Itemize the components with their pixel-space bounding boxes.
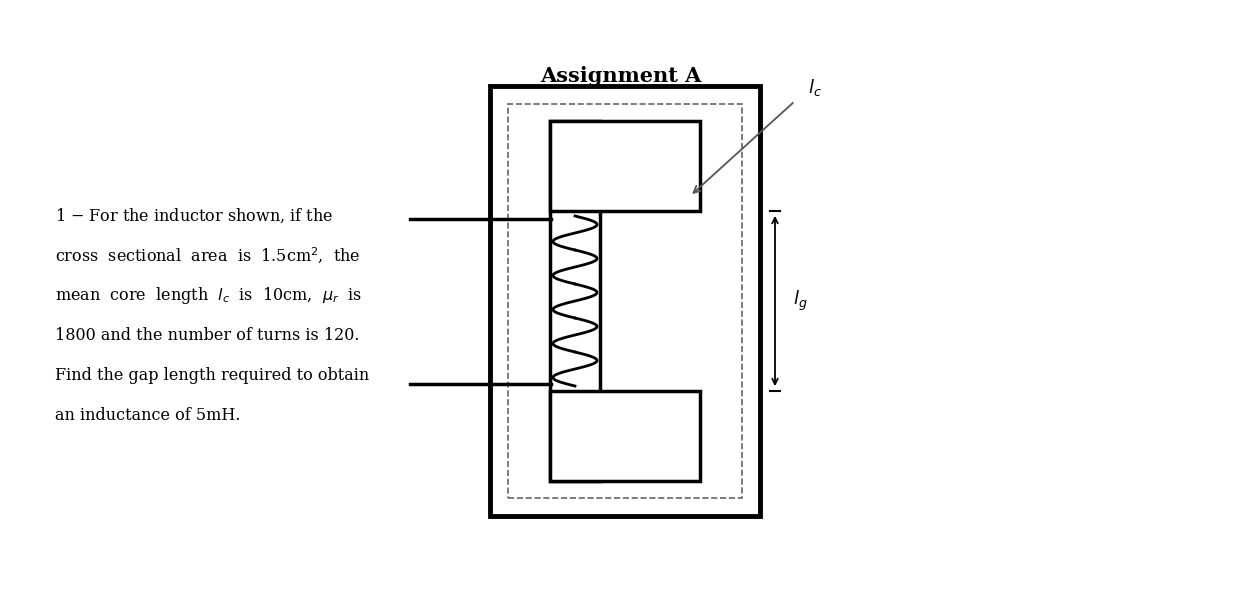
Bar xyxy=(491,86,760,516)
Bar xyxy=(550,121,600,481)
Text: 1800 and the number of turns is 120.: 1800 and the number of turns is 120. xyxy=(55,327,359,344)
Text: 1 $-$ For the inductor shown, if the: 1 $-$ For the inductor shown, if the xyxy=(55,207,333,225)
Bar xyxy=(508,104,741,498)
Text: an inductance of 5mH.: an inductance of 5mH. xyxy=(55,407,241,424)
Text: Assignment A: Assignment A xyxy=(540,66,702,86)
Bar xyxy=(550,391,700,481)
Text: $l_g$: $l_g$ xyxy=(792,289,807,313)
Text: Find the gap length required to obtain: Find the gap length required to obtain xyxy=(55,367,369,384)
Text: $l_c$: $l_c$ xyxy=(809,78,822,99)
Bar xyxy=(550,121,700,211)
Text: mean  core  length  $l_c$  is  10cm,  $\mu_r$  is: mean core length $l_c$ is 10cm, $\mu_r$ … xyxy=(55,285,361,307)
Text: cross  sectional  area  is  1.5cm$^2$,  the: cross sectional area is 1.5cm$^2$, the xyxy=(55,246,360,266)
